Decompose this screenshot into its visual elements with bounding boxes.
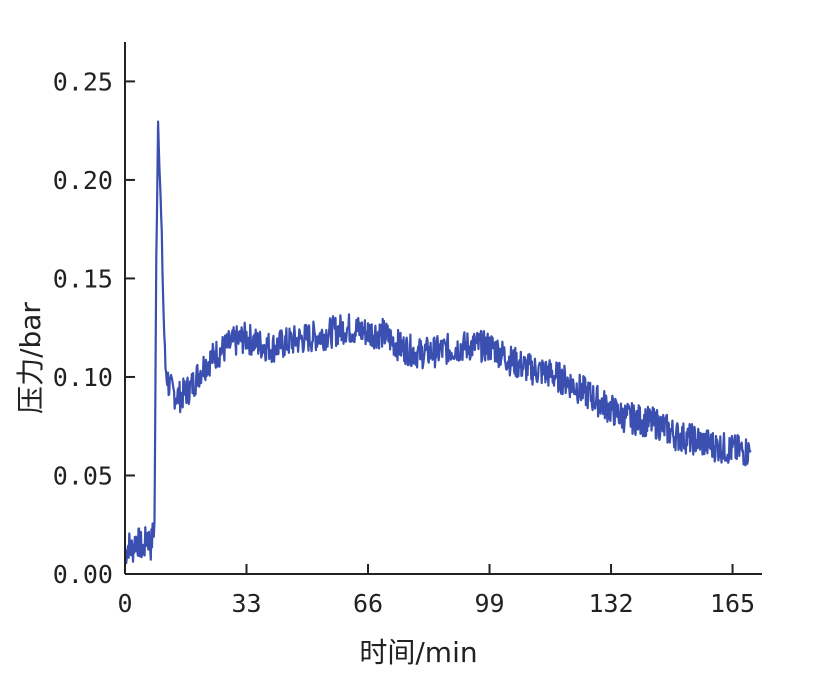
x-axis-title: 时间/min xyxy=(359,636,477,669)
x-tick-label: 0 xyxy=(117,589,132,618)
x-axis-ticks: 0 33 66 99 132 165 xyxy=(117,564,755,618)
y-tick-label: 0.20 xyxy=(53,166,113,195)
y-tick-label: 0.00 xyxy=(53,560,113,589)
x-tick-label: 33 xyxy=(231,589,261,618)
y-axis-ticks: 0.00 0.05 0.10 0.15 0.20 0.25 xyxy=(53,67,135,589)
x-tick-label: 132 xyxy=(588,589,633,618)
x-tick-label: 99 xyxy=(474,589,504,618)
y-tick-label: 0.25 xyxy=(53,67,113,96)
y-tick-label: 0.10 xyxy=(53,363,113,392)
x-tick-label: 66 xyxy=(353,589,383,618)
y-tick-label: 0.05 xyxy=(53,461,113,490)
pressure-series-line xyxy=(123,120,752,565)
x-tick-label: 165 xyxy=(710,589,755,618)
y-axis-title: 压力/bar xyxy=(14,302,47,414)
y-tick-label: 0.15 xyxy=(53,264,113,293)
